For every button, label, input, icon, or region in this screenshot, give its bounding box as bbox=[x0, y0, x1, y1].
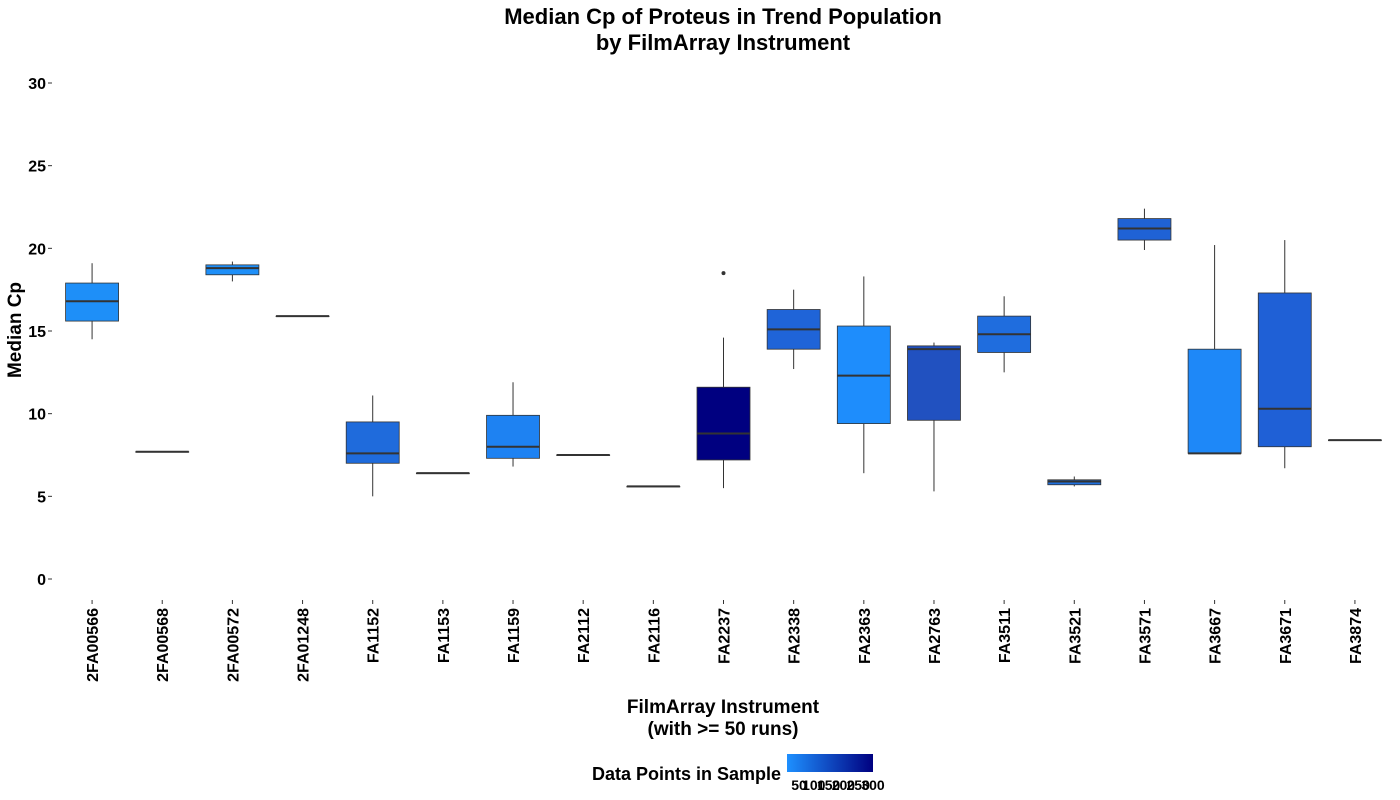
box-FA3521 bbox=[1047, 476, 1102, 487]
box-FA2363 bbox=[836, 276, 891, 474]
x-tick-label: FA2112 bbox=[576, 608, 593, 663]
x-tick-label: 2FA00572 bbox=[225, 608, 242, 682]
box-2FA01248 bbox=[275, 315, 330, 318]
y-tick-label: 10 bbox=[28, 407, 46, 424]
box-FA1153 bbox=[415, 472, 470, 475]
box-FA2338 bbox=[766, 289, 821, 370]
x-tick-label: 2FA01248 bbox=[296, 608, 313, 682]
box-FA1159 bbox=[486, 382, 540, 467]
box-2FA00572 bbox=[205, 261, 260, 282]
box-body bbox=[1257, 292, 1312, 448]
box-FA2116 bbox=[626, 485, 681, 488]
box-body bbox=[1187, 348, 1242, 454]
x-tick-label: FA3874 bbox=[1348, 608, 1365, 664]
box-FA3511 bbox=[977, 296, 1032, 373]
x-tick-label: FA1153 bbox=[436, 608, 453, 663]
legend-title: Data Points in Sample bbox=[592, 764, 781, 784]
box-body bbox=[696, 386, 751, 461]
box-FA3667 bbox=[1187, 245, 1242, 455]
box-FA2112 bbox=[556, 454, 611, 456]
y-tick-label: 30 bbox=[28, 76, 46, 93]
x-axis: 2FA00566 2FA00568 2FA00572 2FA01248 FA1152 FA… bbox=[85, 600, 1365, 682]
x-axis-title-line-2: (with >= 50 runs) bbox=[648, 719, 799, 740]
x-tick-label: FA2338 bbox=[787, 608, 804, 664]
x-tick-label: 2FA00568 bbox=[155, 608, 172, 682]
x-tick-label: FA1159 bbox=[506, 608, 523, 663]
box-FA2237 bbox=[696, 271, 751, 489]
legend-label: 250 bbox=[847, 777, 871, 793]
box-FA3874 bbox=[1328, 439, 1382, 442]
box-2FA00568 bbox=[135, 450, 190, 453]
x-axis-title-line-1: FilmArray Instrument bbox=[627, 697, 820, 718]
x-tick-label: FA2116 bbox=[646, 608, 663, 663]
legend-label: 200 bbox=[832, 777, 856, 793]
chart-title-line-2: by FilmArray Instrument bbox=[596, 30, 851, 55]
chart-title-line-1: Median Cp of Proteus in Trend Population bbox=[504, 4, 942, 29]
x-tick-label: 2FA00566 bbox=[85, 608, 102, 682]
x-tick-label: FA3667 bbox=[1208, 608, 1225, 664]
legend-label: 150 bbox=[817, 777, 841, 793]
y-tick-label: 5 bbox=[37, 489, 46, 506]
box-FA1152 bbox=[345, 395, 400, 497]
x-tick-label: FA2763 bbox=[927, 608, 944, 664]
y-tick-label: 0 bbox=[37, 572, 46, 589]
x-tick-label: FA2237 bbox=[717, 608, 734, 664]
box-FA2763 bbox=[907, 342, 961, 492]
x-tick-label: FA1152 bbox=[366, 608, 383, 663]
y-tick-label: 25 bbox=[28, 159, 46, 176]
legend-label: 50 bbox=[791, 777, 807, 793]
box-body bbox=[907, 345, 961, 421]
legend-label: 100 bbox=[802, 777, 826, 793]
x-tick-label: FA3671 bbox=[1278, 608, 1295, 664]
x-tick-label: FA2363 bbox=[857, 608, 874, 664]
box-body bbox=[205, 264, 260, 276]
box-body bbox=[345, 421, 400, 464]
y-tick-label: 15 bbox=[28, 324, 46, 341]
y-axis-title: Median Cp bbox=[5, 282, 26, 378]
legend-label: 300 bbox=[861, 777, 885, 793]
box-2FA00566 bbox=[65, 263, 119, 340]
y-tick-label: 20 bbox=[28, 241, 46, 258]
x-tick-label: FA3571 bbox=[1137, 608, 1154, 664]
y-axis: 0 5 10 15 20 25 30 bbox=[28, 76, 52, 589]
legend-colorbar bbox=[787, 754, 873, 772]
outlier-point bbox=[721, 271, 726, 276]
x-tick-label: FA3521 bbox=[1067, 608, 1084, 664]
box-body bbox=[486, 414, 540, 459]
box-FA3671 bbox=[1257, 240, 1312, 469]
box-series bbox=[65, 208, 1382, 497]
box-FA3571 bbox=[1117, 208, 1172, 250]
x-tick-label: FA3511 bbox=[997, 608, 1014, 663]
